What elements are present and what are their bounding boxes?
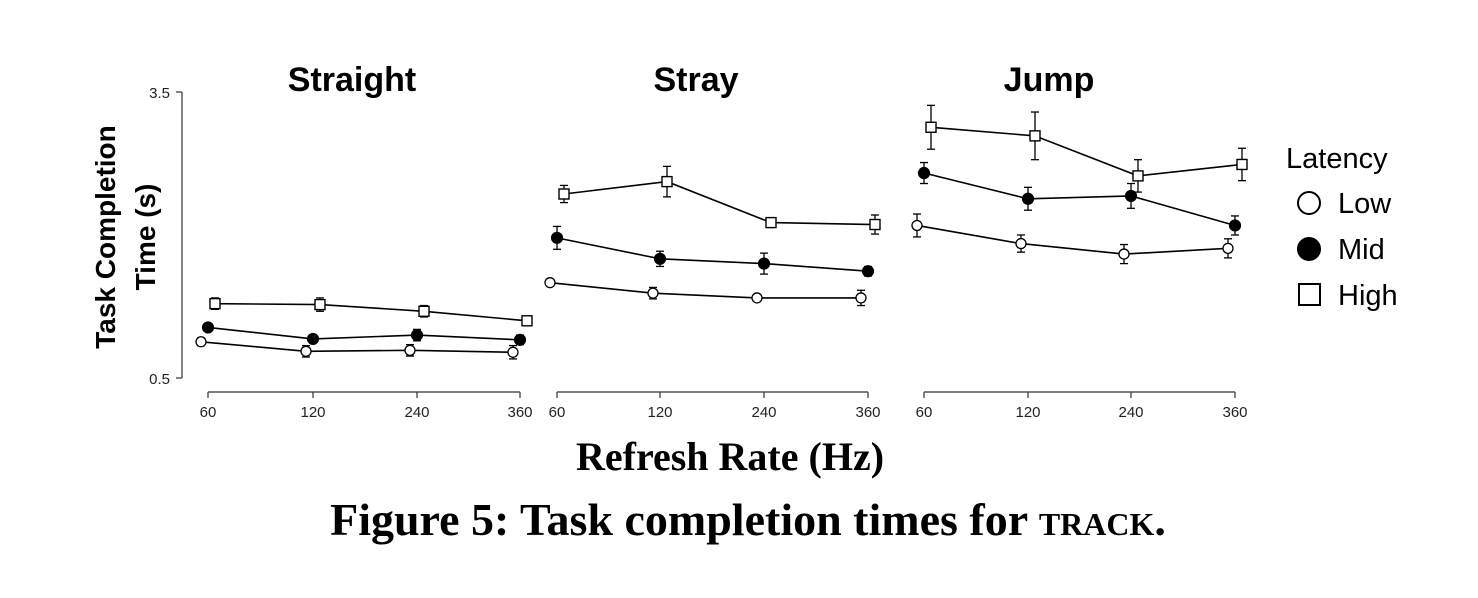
data-point-high [418,305,430,317]
series-line-high [214,302,528,322]
data-point-high [1029,130,1041,142]
data-point-mid [861,265,875,278]
x-axis: 60 120 240 360 [549,391,881,421]
x-tick-label: 240 [751,404,776,421]
data-point-low [751,292,763,304]
caption-prefix: Figure 5: Task completion times for [330,494,1039,545]
series-line-high [930,126,1243,177]
data-point-high [661,175,673,188]
data-point-low [1222,242,1234,254]
data-point-mid [757,257,771,270]
data-point-low [1015,237,1027,250]
y-axis-label-line-2: Time (s) [130,184,161,291]
panel-straight: Straight 60 120 240 360 [195,61,533,421]
series-line-low [200,340,514,354]
y-axis-label: Task Completion Time (s) [90,125,161,349]
x-tick-label: 360 [1222,404,1247,421]
series-line-high [563,180,876,226]
panel-title: Straight [288,61,416,99]
y-tick-label-bottom: 0.5 [149,371,170,388]
data-point-high [558,188,570,200]
x-tick-label: 120 [1015,404,1040,421]
data-point-high [209,297,221,310]
data-point-mid [306,332,320,346]
legend-label-high: High [1338,280,1398,312]
x-tick-label: 60 [200,404,217,421]
legend-title: Latency [1286,143,1388,175]
data-point-mid [550,231,564,244]
series-line-mid [923,172,1236,227]
series-line-low [916,224,1229,255]
x-tick-label: 360 [855,404,880,421]
legend-marker-low-icon [1297,191,1321,215]
series-line-mid [556,237,869,273]
data-point-low [544,277,556,289]
legend-marker-mid-icon [1297,237,1321,261]
data-point-high [521,315,533,327]
x-axis: 60 120 240 360 [916,391,1248,421]
series-layer [544,165,881,307]
data-point-low [911,219,923,232]
x-tick-label: 240 [1118,404,1143,421]
y-tick-label-top: 3.5 [149,85,170,102]
y-axis-label-line-1: Task Completion [90,125,121,349]
x-tick-label: 240 [404,404,429,421]
data-point-high [1236,158,1248,171]
data-point-mid [653,252,667,265]
panel-title: Jump [1004,61,1095,99]
data-point-mid [917,166,931,180]
data-point-mid [201,321,215,334]
data-point-mid [513,333,527,346]
data-point-high [1132,170,1144,182]
legend: Latency Low Mid High [1286,143,1398,312]
data-point-low [300,345,312,357]
x-axis: 60 120 240 360 [200,391,533,421]
x-axis-label: Refresh Rate (Hz) [576,434,884,479]
panel-stray: Stray 60 120 240 360 [544,61,881,421]
series-layer [911,104,1248,265]
data-point-high [925,121,937,133]
x-tick-label: 120 [300,404,325,421]
data-point-low [195,336,207,348]
caption-smallcaps: track [1039,494,1155,545]
data-point-high [314,298,326,311]
legend-label-low: Low [1338,188,1392,220]
data-point-low [1118,248,1130,260]
series-layer [195,297,533,360]
data-point-high [765,216,777,229]
panel-title: Stray [653,61,738,99]
data-point-mid [1021,192,1035,205]
x-tick-label: 60 [549,404,566,421]
figure-caption: Figure 5: Task completion times for trac… [330,494,1166,545]
data-point-mid [410,329,424,342]
series-line-low [549,281,861,299]
x-tick-label: 360 [507,404,532,421]
data-point-low [855,292,867,304]
x-tick-label: 120 [647,404,672,421]
y-axis: 3.5 0.5 [149,85,183,388]
legend-marker-high-icon [1298,283,1321,306]
legend-label-mid: Mid [1338,234,1385,266]
caption-suffix: . [1154,494,1166,545]
x-tick-label: 60 [916,404,933,421]
data-point-low [404,344,416,357]
panel-jump: Jump 60 120 240 360 [911,61,1248,421]
series-line-mid [207,326,521,341]
data-point-mid [1228,219,1242,232]
data-point-low [647,287,659,299]
data-point-mid [1124,189,1138,203]
data-point-low [507,346,519,358]
data-point-high [869,218,881,231]
